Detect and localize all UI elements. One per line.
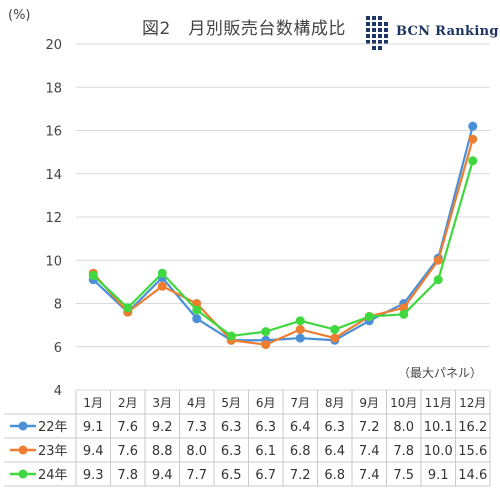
bcn-logo-mark-icon — [366, 16, 388, 50]
x-tick-label: 6月 — [256, 396, 276, 410]
data-point — [433, 255, 443, 265]
data-label: 7.6 — [117, 420, 138, 435]
data-label: 9.1 — [428, 468, 449, 483]
y-tick-label: 12 — [45, 211, 62, 226]
series-line — [92, 160, 474, 338]
series-line — [92, 125, 474, 342]
data-label: 10.0 — [424, 444, 453, 459]
data-label: 6.8 — [324, 468, 345, 483]
legend-marker — [18, 469, 28, 479]
legend-marker — [18, 421, 28, 431]
data-label: 6.3 — [221, 444, 242, 459]
legend-label: 24年 — [38, 468, 68, 483]
x-tick-label: 10月 — [390, 396, 417, 410]
data-label: 9.1 — [83, 420, 104, 435]
data-label: 6.4 — [290, 420, 311, 435]
x-tick-label: 9月 — [359, 396, 379, 410]
data-point — [468, 156, 478, 166]
data-point — [330, 324, 340, 334]
data-point — [433, 275, 443, 285]
data-label: 6.8 — [290, 444, 311, 459]
data-label: 6.3 — [221, 420, 242, 435]
x-tick-label: 2月 — [118, 396, 138, 410]
data-label: 16.2 — [458, 420, 487, 435]
data-point — [468, 134, 478, 144]
data-label: 6.3 — [255, 420, 276, 435]
chart-note: （最大パネル） — [398, 366, 483, 380]
data-label: 9.4 — [152, 468, 173, 483]
data-point — [192, 299, 202, 308]
data-point — [399, 309, 409, 319]
data-label: 7.3 — [186, 420, 207, 435]
data-point — [157, 268, 167, 278]
data-label: 7.6 — [117, 444, 138, 459]
data-label: 7.2 — [290, 468, 311, 483]
legend-label: 22年 — [38, 420, 68, 435]
y-tick-label: 18 — [45, 81, 62, 96]
data-label: 7.4 — [359, 468, 380, 483]
data-label: 14.6 — [458, 468, 487, 483]
series-line — [92, 138, 474, 346]
data-point — [295, 333, 305, 343]
data-point — [295, 324, 305, 334]
data-point — [157, 281, 167, 291]
y-tick-label: 14 — [45, 168, 62, 183]
data-point — [192, 314, 202, 324]
data-label: 7.2 — [359, 420, 380, 435]
bcn-ranking-logo: BCN Ranking — [364, 14, 498, 50]
x-tick-label: 4月 — [187, 396, 207, 410]
data-label: 9.4 — [83, 444, 104, 459]
legend-label: 23年 — [38, 444, 68, 459]
x-tick-label: 11月 — [425, 396, 452, 410]
legend-marker — [18, 445, 28, 455]
x-tick-label: 5月 — [221, 396, 241, 410]
data-label: 8.0 — [393, 420, 414, 435]
data-label: 8.0 — [186, 444, 207, 459]
data-label: 6.5 — [221, 468, 242, 483]
data-label: 6.7 — [255, 468, 276, 483]
data-point — [123, 303, 133, 313]
y-axis-unit-label: (%) — [8, 8, 31, 23]
data-point — [364, 311, 374, 321]
y-tick-label: 20 — [45, 38, 62, 53]
data-label: 6.4 — [324, 444, 345, 459]
data-label: 7.8 — [393, 444, 414, 459]
x-tick-label: 1月 — [83, 396, 103, 410]
data-point — [88, 270, 98, 280]
x-tick-label: 3月 — [152, 396, 172, 410]
data-label: 7.7 — [186, 468, 207, 483]
data-point — [468, 121, 478, 131]
x-tick-label: 12月 — [459, 396, 486, 410]
y-tick-label: 16 — [45, 125, 62, 140]
data-point — [295, 316, 305, 326]
data-label: 6.1 — [255, 444, 276, 459]
y-tick-label: 8 — [54, 298, 62, 313]
data-label: 8.8 — [152, 444, 173, 459]
data-label: 9.3 — [83, 468, 104, 483]
data-label: 7.5 — [393, 468, 414, 483]
x-tick-label: 8月 — [325, 396, 345, 410]
data-point — [261, 327, 271, 337]
data-label: 10.1 — [424, 420, 453, 435]
chart-title: 図2 月別販売台数構成比 — [142, 19, 346, 39]
y-tick-label: 4 — [54, 384, 62, 399]
data-point — [192, 305, 202, 315]
y-tick-label: 6 — [54, 341, 62, 356]
data-label: 7.4 — [359, 444, 380, 459]
data-label: 15.6 — [458, 444, 487, 459]
y-tick-label: 10 — [45, 254, 62, 269]
x-tick-label: 7月 — [290, 396, 310, 410]
data-point — [330, 333, 340, 343]
data-point — [261, 340, 271, 350]
data-label: 9.2 — [152, 420, 173, 435]
data-label: 6.3 — [324, 420, 345, 435]
data-point — [226, 331, 236, 341]
data-label: 7.8 — [117, 468, 138, 483]
data-point — [399, 303, 409, 313]
logo-text: BCN Ranking — [396, 24, 499, 39]
